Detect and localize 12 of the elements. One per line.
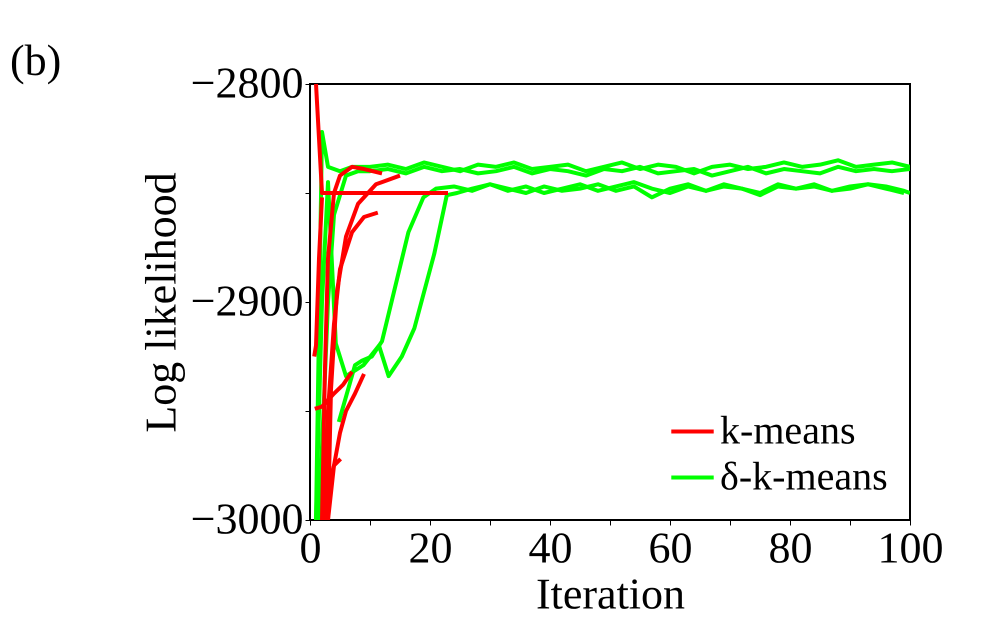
- text: (b): [10, 36, 62, 85]
- x-tick-label: 60: [648, 524, 692, 572]
- legend-label: δ-k-means: [720, 454, 888, 498]
- x-tick-label: 100: [878, 524, 944, 572]
- y-tick-label: −2800: [190, 58, 304, 108]
- legend-label: k-means: [720, 408, 856, 452]
- x-tick-label: 40: [528, 524, 572, 572]
- y-axis-title: Log likelihood: [136, 172, 186, 433]
- x-axis-title: Iteration: [536, 570, 686, 618]
- x-tick-label: 80: [768, 524, 812, 572]
- x-tick-label: 20: [408, 524, 452, 572]
- y-tick-label: −2900: [190, 276, 304, 326]
